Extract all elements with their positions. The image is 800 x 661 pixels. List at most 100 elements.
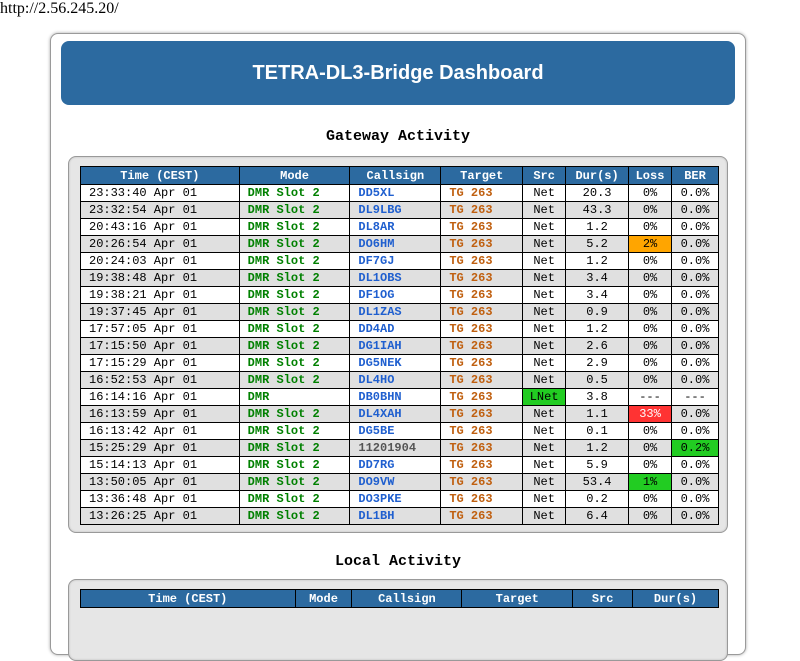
local-col-src-header[interactable]: Src xyxy=(572,589,634,608)
col-duration-header[interactable]: Dur(s) xyxy=(565,166,630,185)
col-loss-header[interactable]: Loss xyxy=(628,166,672,185)
src-cell: Net xyxy=(522,354,567,372)
target-cell: TG 263 xyxy=(440,422,524,440)
target-cell: TG 263 xyxy=(440,388,524,406)
time-cell: 16:13:42 Apr 01 xyxy=(80,422,240,440)
table-row: 17:15:29 Apr 01 DMR Slot 2 DG5NEK TG 263 Net… xyxy=(80,354,719,372)
callsign-cell: DD7RG xyxy=(349,456,442,474)
table-row: 23:32:54 Apr 01 DMR Slot 2 DL9LBG TG 263 Net… xyxy=(80,201,719,219)
mode-cell: DMR Slot 2 xyxy=(238,456,351,474)
target-cell: TG 263 xyxy=(440,490,524,508)
address-url: http://2.56.245.20/ xyxy=(0,0,119,17)
local-col-target-header[interactable]: Target xyxy=(461,589,574,608)
callsign-cell: DO3PKE xyxy=(349,490,442,508)
table-row: 16:13:42 Apr 01 DMR Slot 2 DG5BE TG 263 Net 0… xyxy=(80,422,719,440)
src-cell: Net xyxy=(522,405,567,423)
col-target-header[interactable]: Target xyxy=(440,166,524,185)
local-col-time-header[interactable]: Time (CEST) xyxy=(80,589,296,608)
duration-cell: 3.8 xyxy=(565,388,630,406)
gateway-table-body: 23:33:40 Apr 01 DMR Slot 2 DD5XL TG 263 Net 2… xyxy=(80,184,719,525)
target-cell: TG 263 xyxy=(440,218,524,236)
duration-cell: 1.1 xyxy=(565,405,630,423)
table-row: 19:37:45 Apr 01 DMR Slot 2 DL1ZAS TG 263 Net… xyxy=(80,303,719,321)
mode-cell: DMR Slot 2 xyxy=(238,303,351,321)
time-cell: 19:37:45 Apr 01 xyxy=(80,303,240,321)
time-cell: 20:24:03 Apr 01 xyxy=(80,252,240,270)
mode-cell: DMR Slot 2 xyxy=(238,252,351,270)
ber-cell: --- xyxy=(671,388,719,406)
col-time-header[interactable]: Time (CEST) xyxy=(80,166,240,185)
table-row: 20:26:54 Apr 01 DMR Slot 2 DO6HM TG 263 Net 5… xyxy=(80,235,719,253)
callsign-cell: 11201904 xyxy=(349,439,442,457)
src-cell: Net xyxy=(522,218,567,236)
callsign-cell: DL1ZAS xyxy=(349,303,442,321)
loss-cell: 0% xyxy=(628,371,672,389)
loss-cell: 0% xyxy=(628,303,672,321)
time-cell: 13:26:25 Apr 01 xyxy=(80,507,240,525)
dashboard-panel: TETRA-DL3-Bridge Dashboard Gateway Activ… xyxy=(50,33,746,661)
loss-cell: 0% xyxy=(628,490,672,508)
target-cell: TG 263 xyxy=(440,439,524,457)
ber-cell: 0.0% xyxy=(671,235,719,253)
src-cell: Net xyxy=(522,371,567,389)
target-cell: TG 263 xyxy=(440,252,524,270)
time-cell: 23:33:40 Apr 01 xyxy=(80,184,240,202)
callsign-cell: DG5NEK xyxy=(349,354,442,372)
target-cell: TG 263 xyxy=(440,269,524,287)
duration-cell: 20.3 xyxy=(565,184,630,202)
mode-cell: DMR Slot 2 xyxy=(238,201,351,219)
src-cell: Net xyxy=(522,286,567,304)
table-row: 15:25:29 Apr 01 DMR Slot 2 11201904 TG 263 N… xyxy=(80,439,719,457)
target-cell: TG 263 xyxy=(440,320,524,338)
time-cell: 19:38:21 Apr 01 xyxy=(80,286,240,304)
callsign-cell: DF1OG xyxy=(349,286,442,304)
callsign-cell: DG5BE xyxy=(349,422,442,440)
time-cell: 16:13:59 Apr 01 xyxy=(80,405,240,423)
duration-cell: 2.9 xyxy=(565,354,630,372)
time-cell: 16:14:16 Apr 01 xyxy=(80,388,240,406)
duration-cell: 1.2 xyxy=(565,218,630,236)
time-cell: 17:15:29 Apr 01 xyxy=(80,354,240,372)
time-cell: 23:32:54 Apr 01 xyxy=(80,201,240,219)
target-cell: TG 263 xyxy=(440,405,524,423)
loss-cell: 0% xyxy=(628,184,672,202)
loss-cell: 0% xyxy=(628,201,672,219)
col-mode-header[interactable]: Mode xyxy=(238,166,351,185)
src-cell: LNet xyxy=(522,388,567,406)
table-row: 20:43:16 Apr 01 DMR Slot 2 DL8AR TG 263 Net 1… xyxy=(80,218,719,236)
table-row: 17:57:05 Apr 01 DMR Slot 2 DD4AD TG 263 Net 1… xyxy=(80,320,719,338)
src-cell: Net xyxy=(522,320,567,338)
table-row: 20:24:03 Apr 01 DMR Slot 2 DF7GJ TG 263 Net 1… xyxy=(80,252,719,270)
mode-cell: DMR Slot 2 xyxy=(238,320,351,338)
local-header-row: Time (CEST) Mode Callsign Target Src Dur… xyxy=(80,589,719,608)
col-src-header[interactable]: Src xyxy=(522,166,567,185)
loss-cell: 0% xyxy=(628,456,672,474)
table-row: 16:14:16 Apr 01 DMR DB0BHN TG 263 LNet 3.8 ---… xyxy=(80,388,719,406)
gateway-header-row: Time (CEST) Mode Callsign Target Src Dur… xyxy=(80,166,719,185)
src-cell: Net xyxy=(522,303,567,321)
loss-cell: 2% xyxy=(628,235,672,253)
local-col-mode-header[interactable]: Mode xyxy=(294,589,353,608)
loss-cell: 0% xyxy=(628,354,672,372)
loss-cell: 0% xyxy=(628,218,672,236)
local-table-frame: Time (CEST) Mode Callsign Target Src Dur… xyxy=(68,579,728,661)
gateway-activity-title: Gateway Activity xyxy=(325,128,471,145)
local-col-duration-header[interactable]: Dur(s) xyxy=(632,589,719,608)
callsign-cell: DL1OBS xyxy=(349,269,442,287)
target-cell: TG 263 xyxy=(440,371,524,389)
mode-cell: DMR Slot 2 xyxy=(238,473,351,491)
target-cell: TG 263 xyxy=(440,201,524,219)
target-cell: TG 263 xyxy=(440,184,524,202)
ber-cell: 0.0% xyxy=(671,371,719,389)
mode-cell: DMR Slot 2 xyxy=(238,405,351,423)
col-ber-header[interactable]: BER xyxy=(671,166,719,185)
time-cell: 15:14:13 Apr 01 xyxy=(80,456,240,474)
local-col-callsign-header[interactable]: Callsign xyxy=(351,589,463,608)
col-callsign-header[interactable]: Callsign xyxy=(349,166,442,185)
target-cell: TG 263 xyxy=(440,456,524,474)
mode-cell: DMR xyxy=(238,388,351,406)
target-cell: TG 263 xyxy=(440,235,524,253)
time-cell: 17:57:05 Apr 01 xyxy=(80,320,240,338)
src-cell: Net xyxy=(522,490,567,508)
callsign-cell: DB0BHN xyxy=(349,388,442,406)
